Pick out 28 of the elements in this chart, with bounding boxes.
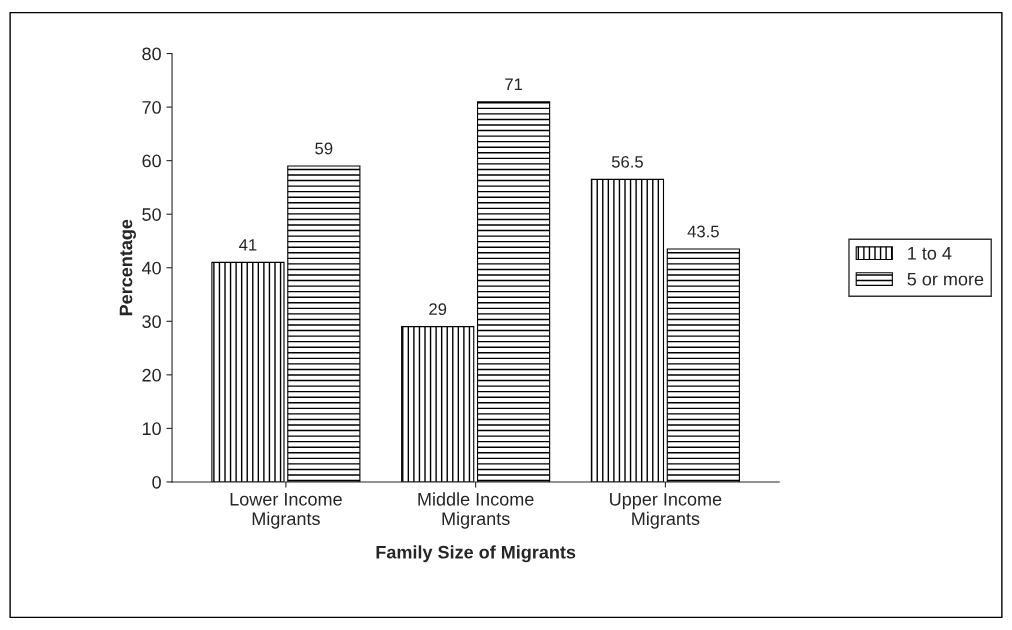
y-tick-label: 70 <box>142 101 161 114</box>
legend-label: 5 or more <box>907 272 984 286</box>
bar <box>401 326 475 482</box>
x-axis-title: Family Size of Migrants <box>376 545 576 563</box>
x-tick-label: Lower Income Migrants <box>230 493 342 529</box>
x-tick-label: Upper Income Migrants <box>610 493 722 529</box>
y-tick-label: 20 <box>142 368 161 382</box>
bar <box>476 101 551 482</box>
y-tick-label: 80 <box>142 47 161 61</box>
data-label: 41 <box>239 239 257 251</box>
y-tick-label: 30 <box>142 315 161 329</box>
bar <box>590 178 665 482</box>
y-tick-label: 40 <box>141 261 161 275</box>
x-tick-label: Middle Income Migrants <box>418 492 534 529</box>
data-label: 29 <box>429 303 447 316</box>
y-tick-label: 0 <box>152 475 161 489</box>
y-tick-label: 60 <box>142 154 161 168</box>
legend-label: 1 to 4 <box>908 247 952 260</box>
y-tick-label: 50 <box>142 208 161 221</box>
y-tick-label: 10 <box>142 422 161 436</box>
data-label: 71 <box>505 78 523 90</box>
bar <box>666 248 740 482</box>
data-label: 56.5 <box>611 155 643 168</box>
bar <box>211 261 285 482</box>
data-label: 59 <box>315 142 333 155</box>
y-axis-title: Percentage <box>119 219 136 316</box>
data-label: 43.5 <box>687 225 719 238</box>
bar <box>287 165 361 482</box>
